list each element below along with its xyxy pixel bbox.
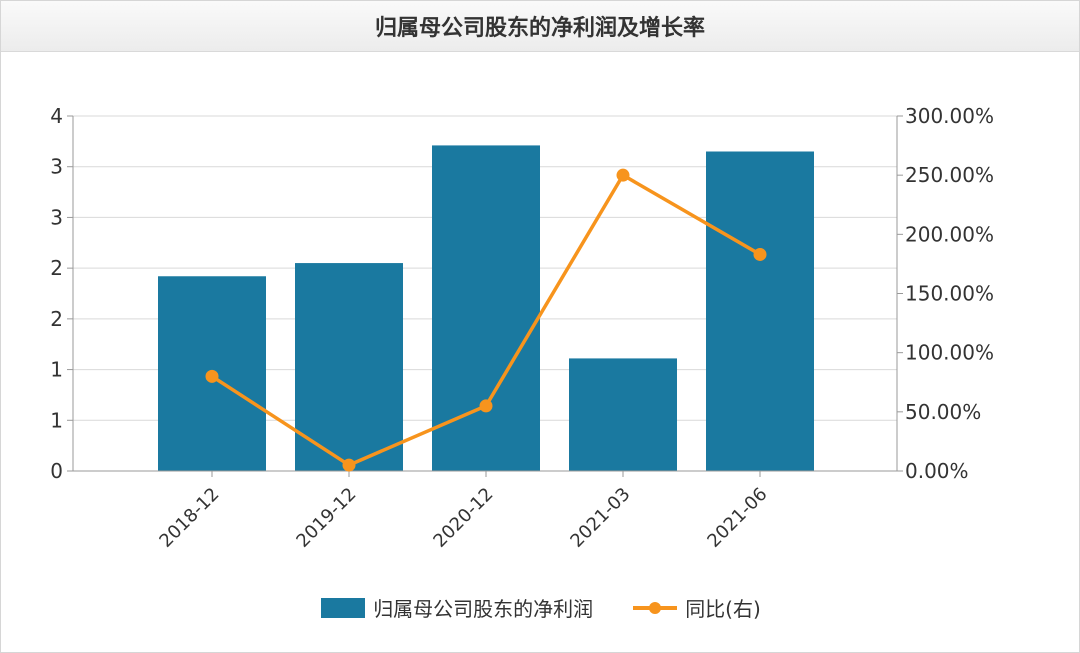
legend-label-bar: 归属母公司股东的净利润 <box>373 597 594 621</box>
y-left-tick-label-7: 4 <box>50 104 63 128</box>
legend-bar-swatch <box>321 597 366 618</box>
y-left-tick-label-2: 1 <box>50 358 63 382</box>
y-right-tick-label-4: 200.00% <box>905 222 994 246</box>
line-point-2018-12 <box>205 369 219 383</box>
legend-item-line[interactable]: 同比(右) <box>633 593 761 622</box>
line-series <box>205 168 767 472</box>
y-right-tick-label-2: 100.00% <box>905 341 994 365</box>
x-tick-label-2020-12: 2020-12 <box>429 484 497 552</box>
y-right-tick-label-1: 50.00% <box>905 400 981 424</box>
chart-title: 归属母公司股东的净利润及增长率 <box>374 16 705 41</box>
y-left-tick-label-3: 2 <box>50 307 63 331</box>
y-right-tick-label-5: 250.00% <box>905 163 994 187</box>
y-right-tick-label-6: 300.00% <box>905 104 994 128</box>
bar-2020-12 <box>432 145 540 471</box>
y-right-tick-label-3: 150.00% <box>905 282 994 306</box>
axes <box>67 115 903 477</box>
bar-2021-03 <box>569 358 677 471</box>
y-left-tick-label-1: 1 <box>50 408 63 432</box>
legend-item-bar[interactable]: 归属母公司股东的净利润 <box>321 593 593 622</box>
x-tick-label-2019-12: 2019-12 <box>292 484 360 552</box>
line-point-2021-06 <box>753 247 767 261</box>
chart-title-bar: 归属母公司股东的净利润及增长率 <box>1 1 1079 52</box>
legend-label-line: 同比(右) <box>685 597 761 621</box>
bar-2021-06 <box>706 151 814 471</box>
line-point-2020-12 <box>479 399 493 413</box>
legend-line-marker <box>649 601 662 614</box>
legend-line-swatch <box>633 598 678 618</box>
bar-2019-12 <box>295 263 403 471</box>
y-left-tick-label-0: 0 <box>50 459 63 483</box>
y-right-tick-label-0: 0.00% <box>905 459 969 483</box>
x-tick-label-2021-03: 2021-03 <box>566 484 634 552</box>
y-left-tick-label-6: 3 <box>50 155 63 179</box>
x-tick-label-2018-12: 2018-12 <box>155 484 223 552</box>
bar-series <box>158 145 814 471</box>
y-left-tick-label-5: 3 <box>50 205 63 229</box>
line-point-2021-03 <box>616 168 630 182</box>
legend: 归属母公司股东的净利润 同比(右) <box>1 593 1080 622</box>
line-point-2019-12 <box>342 458 356 472</box>
y-left-tick-label-4: 2 <box>50 256 63 280</box>
x-tick-label-2021-06: 2021-06 <box>703 484 771 552</box>
